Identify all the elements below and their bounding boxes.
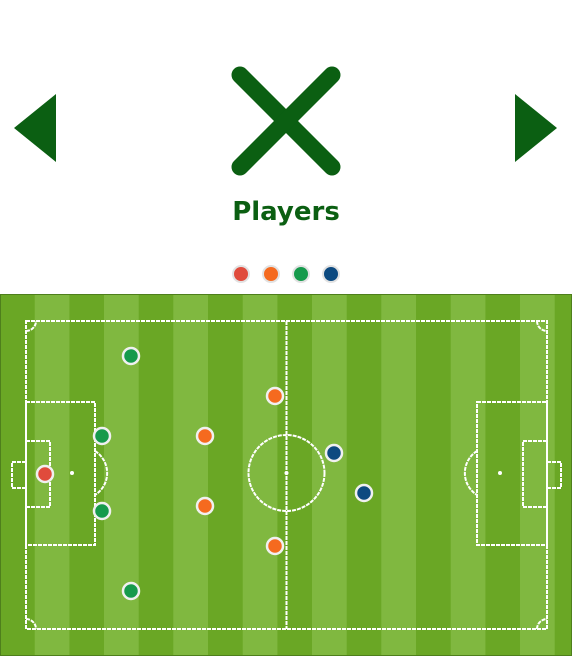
players — [35, 346, 374, 601]
soccer-pitch — [0, 294, 572, 656]
legend-dot-defender[interactable] — [292, 265, 310, 283]
close-x-icon — [231, 66, 341, 176]
player-defender[interactable] — [121, 346, 141, 366]
player-midfielder[interactable] — [265, 536, 285, 556]
legend-dot-forward[interactable] — [322, 265, 340, 283]
penalty-spot-right — [498, 471, 502, 475]
legend-dot-midfielder[interactable] — [262, 265, 280, 283]
player-midfielder[interactable] — [195, 426, 215, 446]
player-defender[interactable] — [92, 501, 112, 521]
pitch-stripe — [312, 294, 347, 656]
legend-dot-goalkeeper[interactable] — [232, 265, 250, 283]
player-midfielder[interactable] — [265, 386, 285, 406]
pitch-markings — [11, 320, 562, 630]
player-midfielder[interactable] — [195, 496, 215, 516]
player-defender[interactable] — [121, 581, 141, 601]
player-forward[interactable] — [324, 443, 344, 463]
triangle-right-icon — [515, 94, 557, 162]
player-forward[interactable] — [354, 483, 374, 503]
pitch-stripe — [381, 294, 416, 656]
pitch-stripe — [450, 294, 486, 656]
player-defender[interactable] — [92, 426, 112, 446]
player-goalkeeper[interactable] — [35, 464, 55, 484]
page-title: Players — [232, 197, 340, 227]
pitch-stripe — [173, 294, 208, 656]
pitch-stripe — [520, 294, 555, 656]
previous-button[interactable] — [14, 94, 56, 162]
position-legend — [0, 265, 572, 283]
triangle-left-icon — [14, 94, 56, 162]
next-button[interactable] — [515, 94, 557, 162]
penalty-spot-left — [70, 471, 74, 475]
center-spot — [284, 471, 289, 475]
